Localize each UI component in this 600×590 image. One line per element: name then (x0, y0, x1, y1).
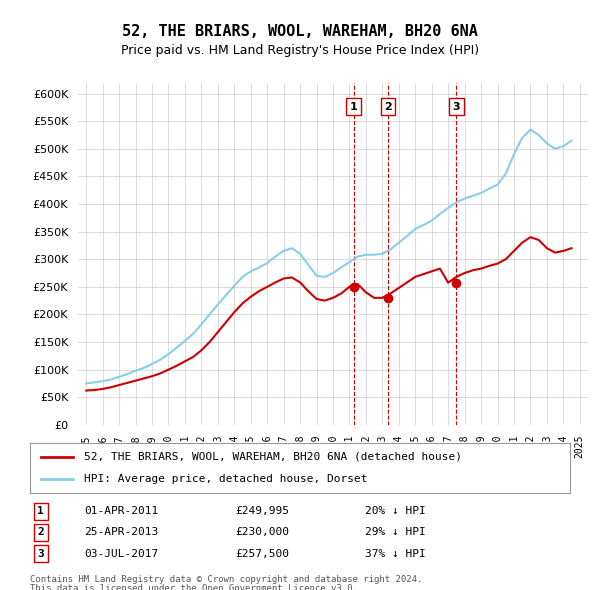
Text: HPI: Average price, detached house, Dorset: HPI: Average price, detached house, Dors… (84, 474, 367, 484)
Text: 1: 1 (350, 101, 358, 112)
Text: 3: 3 (37, 549, 44, 559)
Text: 29% ↓ HPI: 29% ↓ HPI (365, 527, 425, 537)
Text: 20% ↓ HPI: 20% ↓ HPI (365, 506, 425, 516)
Text: 37% ↓ HPI: 37% ↓ HPI (365, 549, 425, 559)
Text: 52, THE BRIARS, WOOL, WAREHAM, BH20 6NA (detached house): 52, THE BRIARS, WOOL, WAREHAM, BH20 6NA … (84, 451, 462, 461)
Text: 52, THE BRIARS, WOOL, WAREHAM, BH20 6NA: 52, THE BRIARS, WOOL, WAREHAM, BH20 6NA (122, 24, 478, 38)
Text: £257,500: £257,500 (235, 549, 289, 559)
Text: 2: 2 (384, 101, 392, 112)
Text: Price paid vs. HM Land Registry's House Price Index (HPI): Price paid vs. HM Land Registry's House … (121, 44, 479, 57)
Text: This data is licensed under the Open Government Licence v3.0.: This data is licensed under the Open Gov… (30, 584, 358, 590)
Text: 1: 1 (37, 506, 44, 516)
Text: 01-APR-2011: 01-APR-2011 (84, 506, 158, 516)
Text: Contains HM Land Registry data © Crown copyright and database right 2024.: Contains HM Land Registry data © Crown c… (30, 575, 422, 584)
Text: 3: 3 (452, 101, 460, 112)
Text: 25-APR-2013: 25-APR-2013 (84, 527, 158, 537)
Text: £249,995: £249,995 (235, 506, 289, 516)
Text: 2: 2 (37, 527, 44, 537)
Text: 03-JUL-2017: 03-JUL-2017 (84, 549, 158, 559)
Text: £230,000: £230,000 (235, 527, 289, 537)
